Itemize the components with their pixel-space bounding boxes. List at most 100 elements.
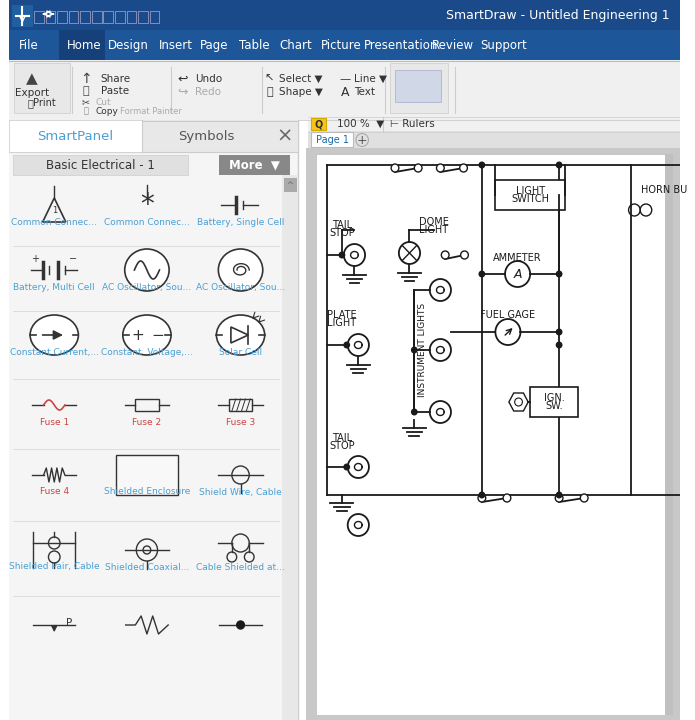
Text: Fuse 4: Fuse 4 [40,487,69,497]
Text: Insert: Insert [158,38,193,52]
Text: Select ▼: Select ▼ [279,74,322,84]
Circle shape [478,494,486,502]
Text: Battery, Multi Cell: Battery, Multi Cell [13,282,95,292]
Bar [9,120,298,152]
Bar [530,387,578,417]
Text: Page: Page [200,38,229,52]
Text: ↩: ↩ [177,73,188,86]
Circle shape [496,319,521,345]
Circle shape [339,252,345,258]
Bar [34,11,44,23]
Bar [9,30,680,60]
Text: Solar Cell: Solar Cell [219,348,262,356]
Text: Format Painter: Format Painter [120,107,182,115]
Bar [308,116,680,132]
Bar [81,11,90,23]
Text: ✂: ✂ [82,97,90,107]
Text: Line ▼: Line ▼ [354,74,387,84]
Bar [9,0,680,30]
Text: File: File [19,38,38,52]
Text: Shielded Pair, Cable: Shielded Pair, Cable [9,562,99,572]
Text: Constant  Voltage,...: Constant Voltage,... [101,348,193,356]
Text: Cut: Cut [96,97,111,107]
Text: TAIL: TAIL [332,433,352,443]
Text: Picture: Picture [320,38,361,52]
Bar [126,11,136,23]
Bar [59,30,106,60]
Ellipse shape [124,249,169,291]
Text: Q: Q [315,119,323,129]
Circle shape [414,164,422,172]
Circle shape [557,329,562,335]
Circle shape [557,492,562,498]
Bar [46,11,55,23]
Circle shape [479,492,484,498]
Text: Cable Shielded at...: Cable Shielded at... [196,562,285,572]
Text: PLATE: PLATE [327,310,357,320]
Text: +: + [31,254,39,264]
Text: Shape ▼: Shape ▼ [279,87,323,97]
Circle shape [348,514,369,536]
Text: INSTRUMENT LIGHTS: INSTRUMENT LIGHTS [418,303,427,397]
Text: Styles: Styles [402,80,436,90]
Circle shape [557,162,562,168]
Text: 1: 1 [51,205,57,215]
Circle shape [391,164,399,172]
Circle shape [503,494,511,502]
Circle shape [557,342,562,348]
Text: P: P [66,618,72,628]
Circle shape [344,464,350,470]
Bar [284,178,297,192]
Text: IGN.: IGN. [544,393,564,403]
Circle shape [344,342,350,348]
Text: Chart: Chart [279,38,312,52]
Bar [150,11,159,23]
Bar [496,180,565,210]
Text: Export: Export [15,88,49,98]
Text: Battery, Single Cell: Battery, Single Cell [197,217,284,227]
Bar [308,131,680,148]
Circle shape [430,401,451,423]
Bar [390,63,448,113]
Text: SW.: SW. [546,401,563,411]
Text: TAIL: TAIL [332,220,352,230]
Bar [12,5,33,27]
Text: ↑: ↑ [81,72,92,86]
Text: −: − [152,328,164,343]
Text: Support: Support [480,38,527,52]
Text: LIGHT: LIGHT [516,186,545,196]
Text: Common Connec...: Common Connec... [11,217,97,227]
Text: −: − [69,254,76,264]
Text: Shield Wire, Cable: Shield Wire, Cable [199,487,282,497]
Text: SmartDraw - Untitled Engineering 1: SmartDraw - Untitled Engineering 1 [446,9,670,22]
Ellipse shape [30,315,79,355]
Text: ^: ^ [286,181,293,189]
Text: Share: Share [101,74,131,84]
Text: Copy: Copy [96,107,119,115]
Text: ↖: ↖ [265,74,275,84]
Circle shape [430,279,451,301]
Text: More  ▼: More ▼ [229,158,279,171]
Text: Constant Current,...: Constant Current,... [10,348,99,356]
Text: AMMETER: AMMETER [493,253,542,263]
Ellipse shape [216,315,265,355]
Text: Presentation: Presentation [364,38,439,52]
Text: AC Oscillator, Sou...: AC Oscillator, Sou... [196,282,285,292]
Circle shape [461,251,468,259]
Text: Home: Home [67,38,101,52]
Bar [9,120,298,720]
Bar [69,11,79,23]
Bar [136,399,158,411]
Text: AC Oscillator, Sou...: AC Oscillator, Sou... [102,282,192,292]
Circle shape [555,494,563,502]
Text: —: — [339,74,350,84]
Text: Shielded Enclosure: Shielded Enclosure [104,487,190,497]
Ellipse shape [123,315,171,355]
Bar [57,11,67,23]
Circle shape [479,271,484,276]
Text: Undo: Undo [195,74,222,84]
Bar [116,455,178,495]
Bar [311,118,327,130]
Ellipse shape [218,249,263,291]
Bar [9,120,142,152]
